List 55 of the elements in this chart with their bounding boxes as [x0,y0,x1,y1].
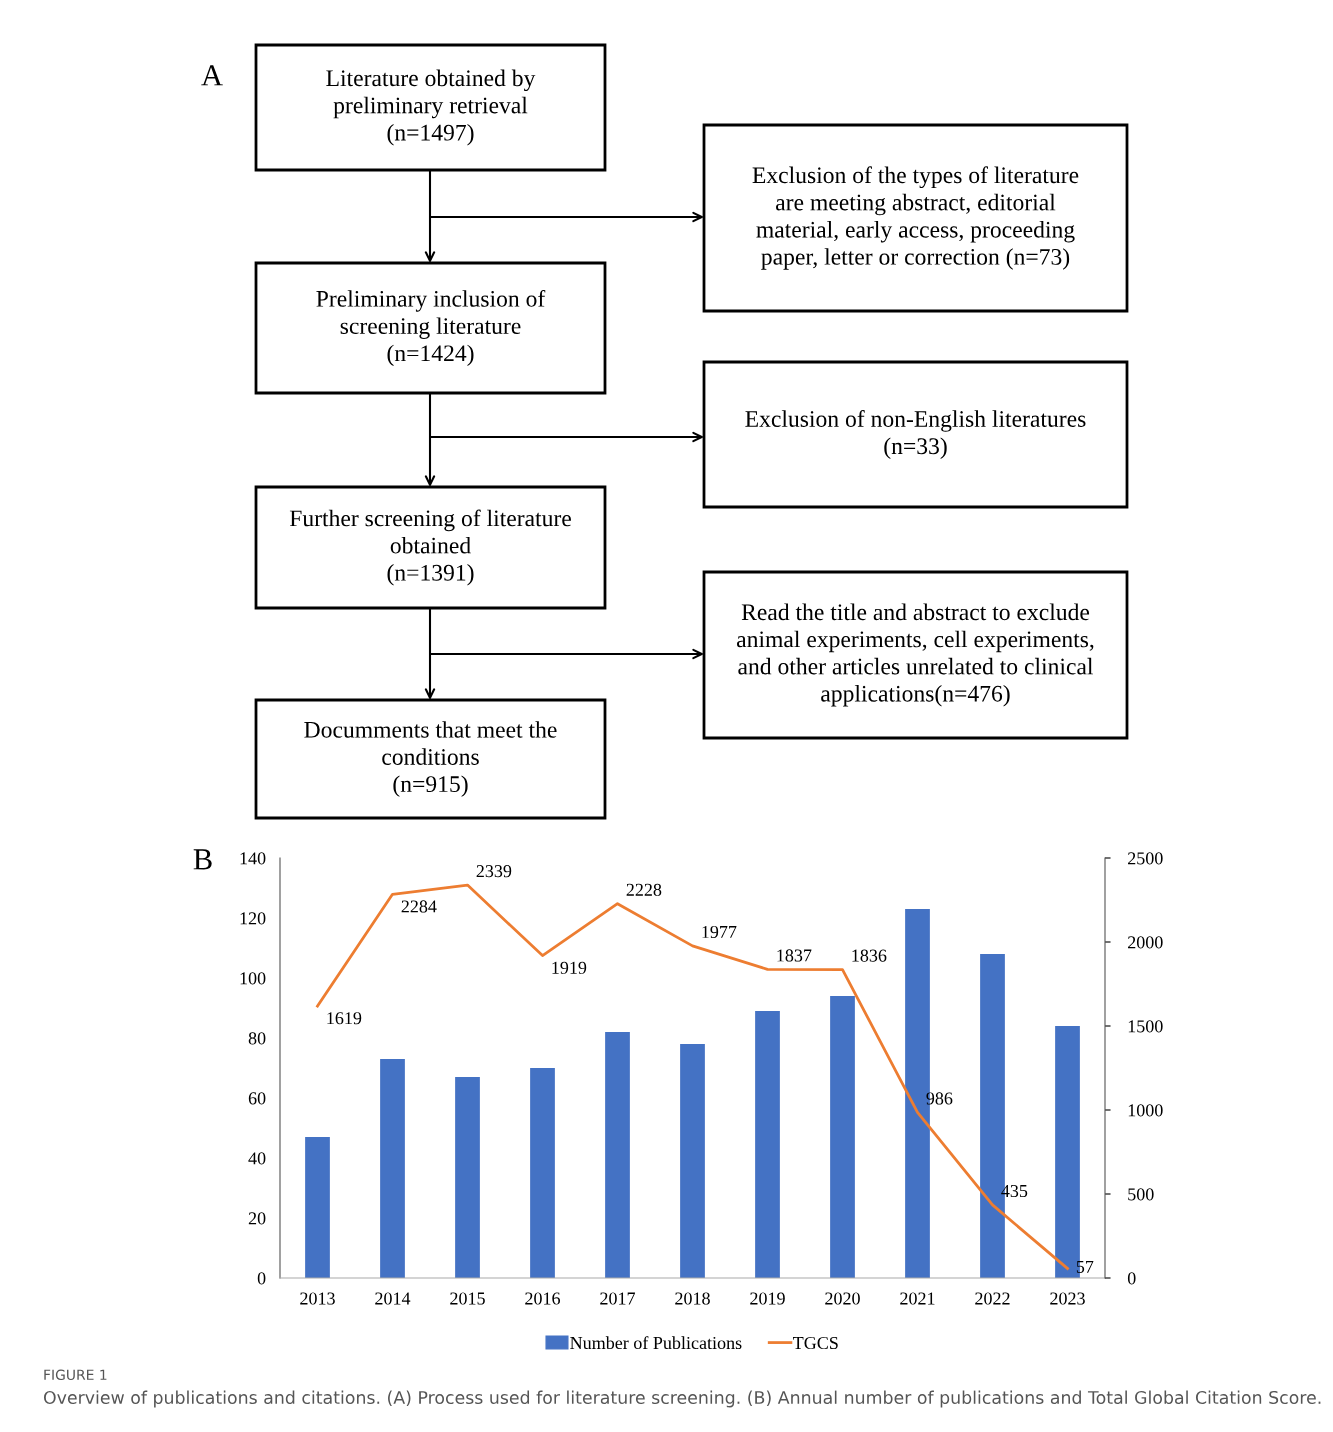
bar [680,1044,705,1278]
text: Preliminary inclusion of screening literature (n=1424) [316,289,546,367]
bar [305,1137,330,1278]
data-label: 2284 [401,900,437,913]
y2-tick-label: 2000 [1128,936,1163,949]
y2-tick-label: 2500 [1128,852,1163,865]
x-tick-label: 2015 [450,1292,485,1305]
x-tick-label: 2023 [1050,1292,1085,1305]
text: Further screening of literature obtained (n=1391) [289,509,571,586]
x-tick-label: 2019 [750,1292,785,1305]
data-label: 1836 [852,949,887,962]
text: Literature obtained by preliminary retrieval (n=1497) [326,69,536,146]
bar [605,1032,630,1278]
y2-tick-label: 0 [1127,1272,1136,1285]
x-tick-label: 2016 [525,1292,561,1305]
y2-tick-label: 1000 [1128,1104,1163,1117]
text: A [201,65,223,86]
text: Exclusion of non-English literatures (n=33) [745,410,1086,459]
x-tick-label: 2013 [300,1292,335,1305]
data-label: 1919 [552,961,587,974]
bar [380,1059,405,1278]
data-label: 1977 [702,925,737,939]
text: Exclusion of the types of literature are meeting abstract, editorial material, early access, proceeding paper, letter or correction (n=73) [752,166,1079,270]
data-label: 1619 [327,1012,362,1025]
x-tick-label: 2020 [825,1292,860,1305]
y-tick-label: 20 [248,1212,266,1225]
y-tick-label: 40 [248,1152,266,1165]
y-tick-label: 0 [257,1272,266,1285]
legend-label: TGCS [793,1336,838,1350]
x-tick-label: 2017 [600,1292,636,1305]
caption: FIGURE 1 [44,1369,107,1381]
text: Overview of publications and citations. (A) Process used for literature screening. (B) Annual number of publications and Total Global Citation Score. [43,1390,1321,1408]
bar [530,1068,555,1278]
y-tick-label: 100 [240,972,266,985]
bar [830,996,855,1278]
chart-title: B [193,849,212,870]
data-label: 2228 [626,883,662,896]
x-tick-label: 2021 [900,1292,935,1305]
y-tick-label: 80 [248,1032,266,1045]
line-series [316,883,1069,1270]
x-tick-label: 2018 [675,1292,710,1305]
legend-label: Number of Publications [570,1336,742,1350]
bar [755,1011,780,1278]
data-label: 1837 [777,949,812,962]
x-tick-label: 2014 [375,1292,411,1305]
y-tick-label: 140 [240,852,266,865]
y-tick-label: 60 [248,1092,266,1105]
y-tick-label: 120 [240,912,266,925]
text: Read the title and abstract to exclude animal experiments, cell experiments, and other articles unrelated to clinical applications(n=476) [737,603,1094,707]
y2-tick-label: 1500 [1128,1020,1163,1033]
x-tick-label: 2022 [975,1292,1010,1305]
data-label: 2339 [476,865,512,878]
bar [455,1077,480,1278]
y2-tick-label: 500 [1128,1188,1154,1201]
text: Documments that meet the conditions (n=915) [304,721,557,797]
